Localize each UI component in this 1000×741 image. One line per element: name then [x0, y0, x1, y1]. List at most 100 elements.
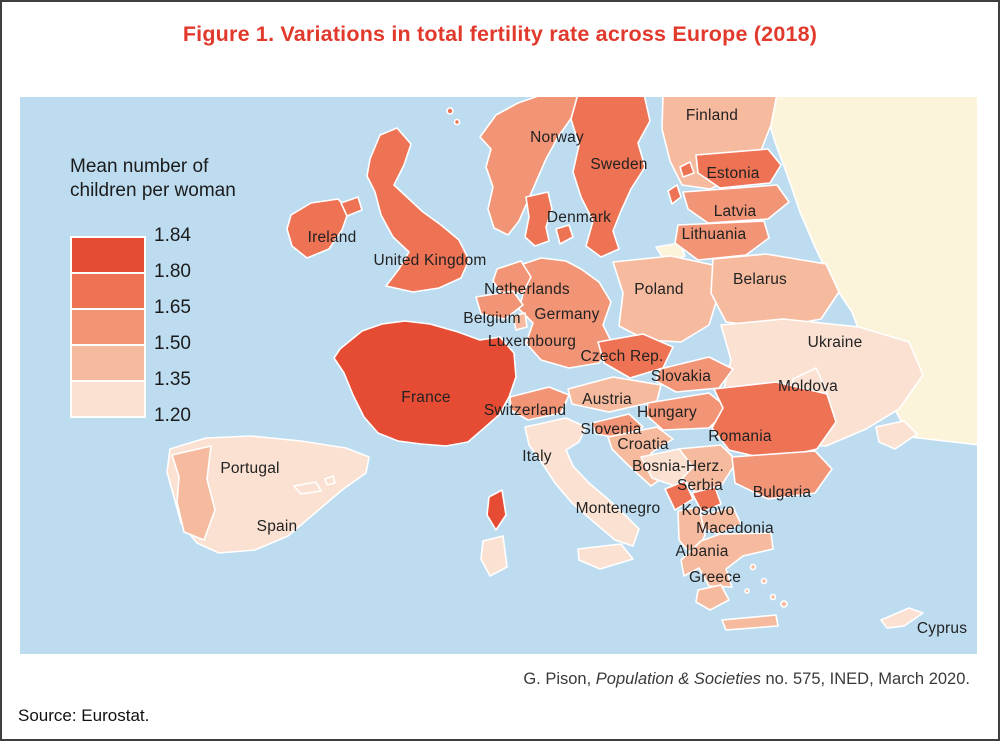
- legend-title-line1: Mean number of: [70, 156, 209, 177]
- legend-swatch-2: [72, 274, 144, 310]
- country-label-montenegro: Montenegro: [575, 500, 661, 517]
- belarus-shape: [710, 253, 840, 329]
- country-label-united-kingdom: United Kingdom: [373, 252, 487, 269]
- italy-shape: [524, 417, 640, 547]
- country-label-lithuania: Lithuania: [681, 226, 747, 243]
- legend-title-line2: children per woman: [70, 180, 236, 201]
- country-label-bulgaria: Bulgaria: [752, 484, 812, 501]
- country-label-slovakia: Slovakia: [650, 368, 712, 385]
- legend-swatch-4: [72, 346, 144, 382]
- denmark-jutland-shape: [524, 191, 553, 247]
- aegean-island-shape: [749, 563, 757, 571]
- bosnia-herz-shape: [640, 448, 694, 487]
- sweden-shape: [570, 97, 651, 258]
- great-britain-shape: [366, 127, 470, 293]
- latvia-shape: [682, 184, 790, 224]
- country-label-denmark: Denmark: [546, 209, 612, 226]
- country-label-czech-rep: Czech Rep.: [580, 348, 664, 365]
- legend-tick-3: 1.65: [154, 297, 191, 318]
- europe-map-shapes: [166, 97, 977, 631]
- rhodes-shape: [780, 600, 788, 608]
- citation-line: G. Pison, Population & Societies no. 575…: [523, 670, 970, 689]
- country-label-poland: Poland: [634, 281, 684, 298]
- sardinia-shape: [480, 535, 508, 577]
- spain-shape: [166, 435, 370, 554]
- legend-tick-5: 1.35: [154, 369, 191, 390]
- country-label-kosovo: Kosovo: [681, 502, 735, 519]
- country-label-serbia: Serbia: [676, 477, 724, 494]
- country-label-ukraine: Ukraine: [807, 334, 863, 351]
- country-label-netherlands: Netherlands: [484, 281, 570, 298]
- balearics-shape: [293, 481, 322, 495]
- aegean-island-shape: [760, 577, 768, 585]
- citation-author: G. Pison,: [523, 670, 596, 688]
- europe-map: Mean number of children per woman 1.84 1…: [20, 97, 977, 654]
- country-label-austria: Austria: [582, 391, 632, 408]
- source-line: Source: Eurostat.: [18, 706, 150, 725]
- country-label-cyprus: Cyprus: [916, 620, 968, 637]
- france-shape: [333, 320, 517, 447]
- estonia-shape: [695, 148, 782, 189]
- legend-tick-2: 1.80: [154, 261, 191, 282]
- no-data-region-shape: [764, 97, 977, 446]
- citation-issue: no. 575, INED, March 2020.: [760, 670, 970, 688]
- country-label-latvia: Latvia: [713, 203, 757, 220]
- ireland-shape: [286, 198, 350, 259]
- crimea-shape: [875, 420, 918, 450]
- cyprus-shape: [880, 607, 924, 629]
- country-label-belgium: Belgium: [463, 310, 521, 327]
- denmark-island-shape: [555, 224, 574, 245]
- corsica-shape: [486, 489, 507, 531]
- country-label-spain: Spain: [256, 518, 298, 535]
- country-label-germany: Germany: [534, 306, 600, 323]
- country-label-italy: Italy: [522, 448, 552, 465]
- switzerland-shape: [509, 386, 570, 421]
- country-label-macedonia: Macedonia: [696, 520, 774, 537]
- country-label-bosnia-herz: Bosnia-Herz.: [632, 458, 724, 475]
- legend-tick-4: 1.50: [154, 333, 191, 354]
- country-label-estonia: Estonia: [706, 165, 760, 182]
- poland-shape: [612, 255, 720, 343]
- country-label-moldova: Moldova: [778, 378, 838, 395]
- country-label-slovenia: Slovenia: [580, 421, 642, 438]
- country-label-luxembourg: Luxembourg: [487, 333, 577, 350]
- legend-tick-6: 1.20: [154, 405, 191, 426]
- balearics-small-shape: [324, 475, 336, 486]
- portugal-shape: [171, 445, 216, 541]
- country-label-norway: Norway: [530, 129, 584, 146]
- greece-mainland-shape: [680, 532, 774, 588]
- netherlands-shape: [492, 260, 532, 294]
- country-label-greece: Greece: [688, 569, 742, 586]
- country-label-sweden: Sweden: [590, 156, 648, 173]
- legend-swatch-3: [72, 310, 144, 346]
- sicily-shape: [577, 543, 634, 570]
- figure-title: Figure 1. Variations in total fertility …: [182, 22, 818, 46]
- luxembourg-shape: [512, 312, 528, 331]
- country-label-belarus: Belarus: [733, 271, 787, 288]
- legend-swatch-5: [72, 382, 144, 416]
- map-legend: Mean number of children per woman 1.84 1…: [70, 155, 300, 426]
- country-label-albania: Albania: [675, 543, 729, 560]
- citation-journal: Population & Societies: [595, 670, 761, 688]
- bulgaria-shape: [731, 450, 833, 500]
- gotland-shape: [667, 184, 682, 205]
- legend-swatch-1: [72, 238, 144, 274]
- country-label-croatia: Croatia: [617, 436, 669, 453]
- aegean-island-shape: [769, 593, 777, 601]
- country-label-portugal: Portugal: [220, 460, 280, 477]
- country-label-hungary: Hungary: [637, 404, 697, 421]
- hungary-shape: [645, 392, 730, 431]
- kosovo-shape: [691, 486, 722, 513]
- country-label-ireland: Ireland: [307, 229, 357, 246]
- country-label-finland: Finland: [685, 107, 739, 124]
- country-label-romania: Romania: [708, 428, 772, 445]
- lithuania-shape: [674, 220, 770, 261]
- legend-tick-1: 1.84: [154, 225, 191, 246]
- country-label-france: France: [401, 389, 451, 406]
- orkney-shape: [453, 118, 461, 126]
- country-label-switzerland: Switzerland: [483, 402, 567, 419]
- norway-shape: [479, 97, 579, 236]
- belgium-shape: [475, 290, 524, 320]
- aegean-island-shape: [744, 588, 750, 594]
